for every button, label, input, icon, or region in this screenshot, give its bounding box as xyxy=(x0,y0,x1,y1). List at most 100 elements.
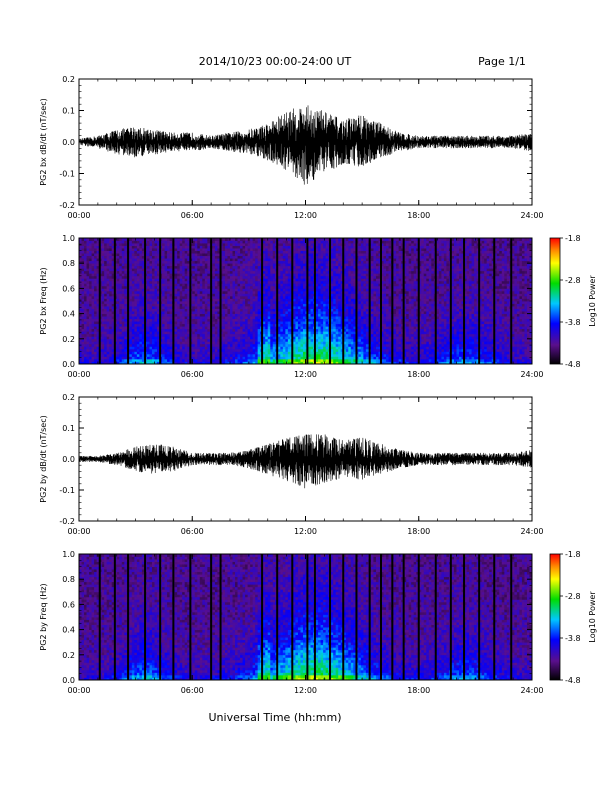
spectrogram-cell xyxy=(151,321,155,325)
spectrogram-cell xyxy=(146,273,150,277)
spectrogram-cell xyxy=(295,280,299,284)
spectrogram-cell xyxy=(194,331,198,335)
spectrogram-cell xyxy=(109,245,113,249)
spectrogram-cell xyxy=(101,295,105,299)
spectrogram-cell xyxy=(111,333,115,337)
spectrogram-cell xyxy=(282,336,286,340)
spectrogram-cell xyxy=(297,250,301,254)
spectrogram-cell xyxy=(217,353,221,357)
spectrogram-cell xyxy=(222,243,226,246)
spectrogram-cell xyxy=(139,356,143,360)
spectrogram-cell xyxy=(164,348,168,352)
spectrogram-cell xyxy=(267,326,271,330)
spectrogram-cell xyxy=(162,341,165,345)
spectrogram-cell xyxy=(119,321,123,325)
spectrogram-cell xyxy=(199,316,203,320)
spectrogram-cell xyxy=(141,280,145,284)
spectrogram-cell xyxy=(184,323,188,327)
spectrogram-cell xyxy=(270,353,274,357)
spectrogram-cell xyxy=(154,333,158,337)
spectrogram-cell xyxy=(84,303,87,307)
spectrogram-cell xyxy=(280,240,284,244)
spectrogram-cell xyxy=(318,250,321,254)
spectrogram-cell xyxy=(187,303,191,307)
spectrogram-cell xyxy=(81,326,85,330)
spectrogram-cell xyxy=(129,253,133,257)
spectrogram-cell xyxy=(136,275,140,279)
spectrogram-cell xyxy=(131,260,135,264)
spectrogram-cell xyxy=(96,313,100,317)
spectrogram-cell xyxy=(280,351,284,355)
spectrogram-cell xyxy=(162,293,165,297)
spectrogram-cell xyxy=(297,248,301,251)
spectrogram-cell xyxy=(131,358,135,362)
spectrogram-cell xyxy=(237,278,241,282)
spectrogram-cell xyxy=(257,331,261,335)
spectrogram-cell xyxy=(149,361,153,365)
spectrogram-cell xyxy=(89,311,92,314)
spectrogram-cell xyxy=(272,268,276,272)
spectrogram-cell xyxy=(235,323,238,327)
spectrogram-cell xyxy=(222,270,226,274)
spectrogram-cell xyxy=(192,245,196,249)
spectrogram-cell xyxy=(84,260,87,264)
spectrogram-cell xyxy=(212,318,216,322)
spectrogram-cell xyxy=(310,313,314,317)
spectrogram-cell xyxy=(240,343,243,347)
spectrogram-cell xyxy=(124,343,128,347)
spectrogram-cell xyxy=(267,270,271,274)
spectrogram-cell xyxy=(134,278,138,282)
spectrogram-cell xyxy=(227,253,231,257)
spectrogram-cell xyxy=(202,290,206,294)
spectrogram-cell xyxy=(272,295,276,299)
spectrogram-cell xyxy=(79,338,82,342)
spectrogram-cell xyxy=(194,258,198,262)
spectrogram-cell xyxy=(310,255,314,259)
spectrogram-cell xyxy=(207,245,211,249)
spectrogram-cell xyxy=(146,306,150,309)
spectrogram-cell xyxy=(295,308,299,312)
spectrogram-cell xyxy=(187,260,191,264)
spectrogram-cell xyxy=(308,278,311,282)
spectrogram-cell xyxy=(174,243,178,246)
spectrogram-cell xyxy=(96,255,100,259)
spectrogram-cell xyxy=(240,268,243,272)
spectrogram-cell xyxy=(214,316,218,320)
spectrogram-cell xyxy=(214,301,218,304)
spectrogram-cell xyxy=(250,308,254,312)
spectrogram-cell xyxy=(257,255,261,259)
spectrogram-cell xyxy=(154,356,158,360)
spectrogram-cell xyxy=(194,285,198,289)
spectrogram-cell xyxy=(84,238,87,241)
spectrogram-cell xyxy=(192,273,196,277)
spectrogram-cell xyxy=(192,238,196,241)
spectrogram-cell xyxy=(287,338,291,342)
spectrogram-cell xyxy=(295,283,299,287)
spectrogram-cell xyxy=(131,265,135,269)
spectrogram-cell xyxy=(177,275,181,279)
spectrogram-cell xyxy=(222,285,226,289)
spectrogram-cell xyxy=(94,308,98,312)
spectrogram-cell xyxy=(287,295,291,299)
spectrogram-cell xyxy=(174,258,178,262)
spectrogram-cell xyxy=(121,313,125,317)
spectrogram-cell xyxy=(287,361,291,365)
spectrogram-cell xyxy=(106,243,110,246)
spectrogram-cell xyxy=(232,323,236,327)
spectrogram-cell xyxy=(86,245,90,249)
spectrogram-cell xyxy=(192,333,196,337)
spectrogram-cell xyxy=(242,240,246,244)
spectrogram-cell xyxy=(295,361,299,365)
spectrogram-cell xyxy=(302,265,306,269)
spectrogram-cell xyxy=(121,295,125,299)
spectrogram-cell xyxy=(179,358,183,362)
spectrogram-cell xyxy=(154,313,158,317)
spectrogram-cell xyxy=(169,326,173,330)
spectrogram-cell xyxy=(300,301,304,304)
spectrogram-cell xyxy=(242,265,246,269)
spectrogram-cell xyxy=(267,268,271,272)
spectrogram-cell xyxy=(250,280,254,284)
spectrogram-cell xyxy=(151,326,155,330)
spectrogram-cell xyxy=(124,263,128,267)
spectrogram-cell xyxy=(277,348,281,352)
